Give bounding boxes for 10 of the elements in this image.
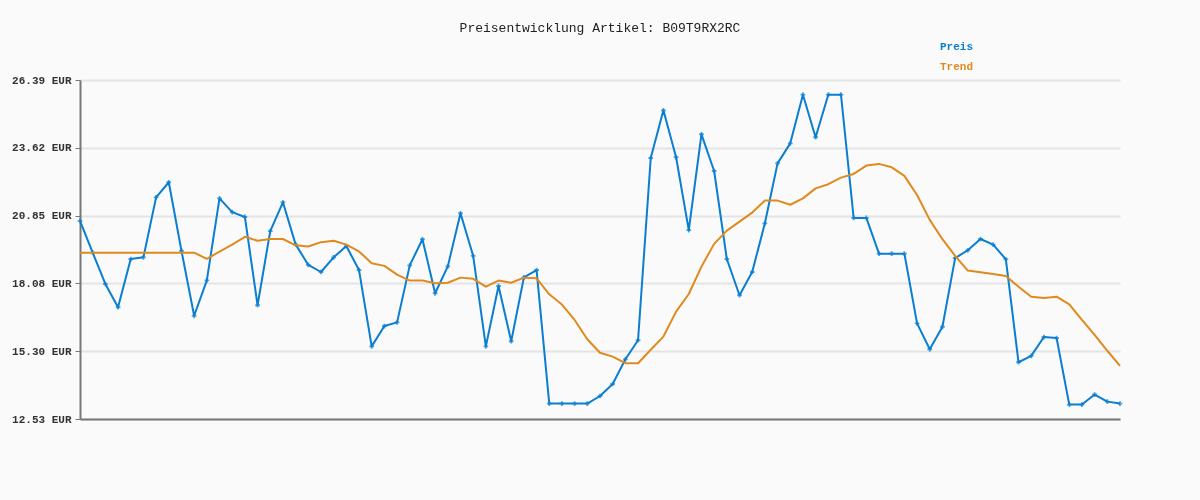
- text: Preis: [940, 41, 974, 53]
- y-tick-label: 18.08 EUR: [12, 277, 72, 290]
- y-tick-label: 23.62 EUR: [12, 142, 72, 155]
- y-tick-label: 15.30 EUR: [12, 345, 72, 358]
- y-tick-label: 20.85 EUR: [12, 210, 72, 222]
- line-series: [79, 162, 1121, 367]
- chart-title: Preisentwicklung Artikel: B09T9RX2RC: [459, 21, 741, 36]
- text: Trend: [940, 61, 974, 73]
- y-tick-label: 26.39 EUR: [12, 74, 72, 87]
- y-tick-label: 12.53 EUR: [12, 413, 72, 426]
